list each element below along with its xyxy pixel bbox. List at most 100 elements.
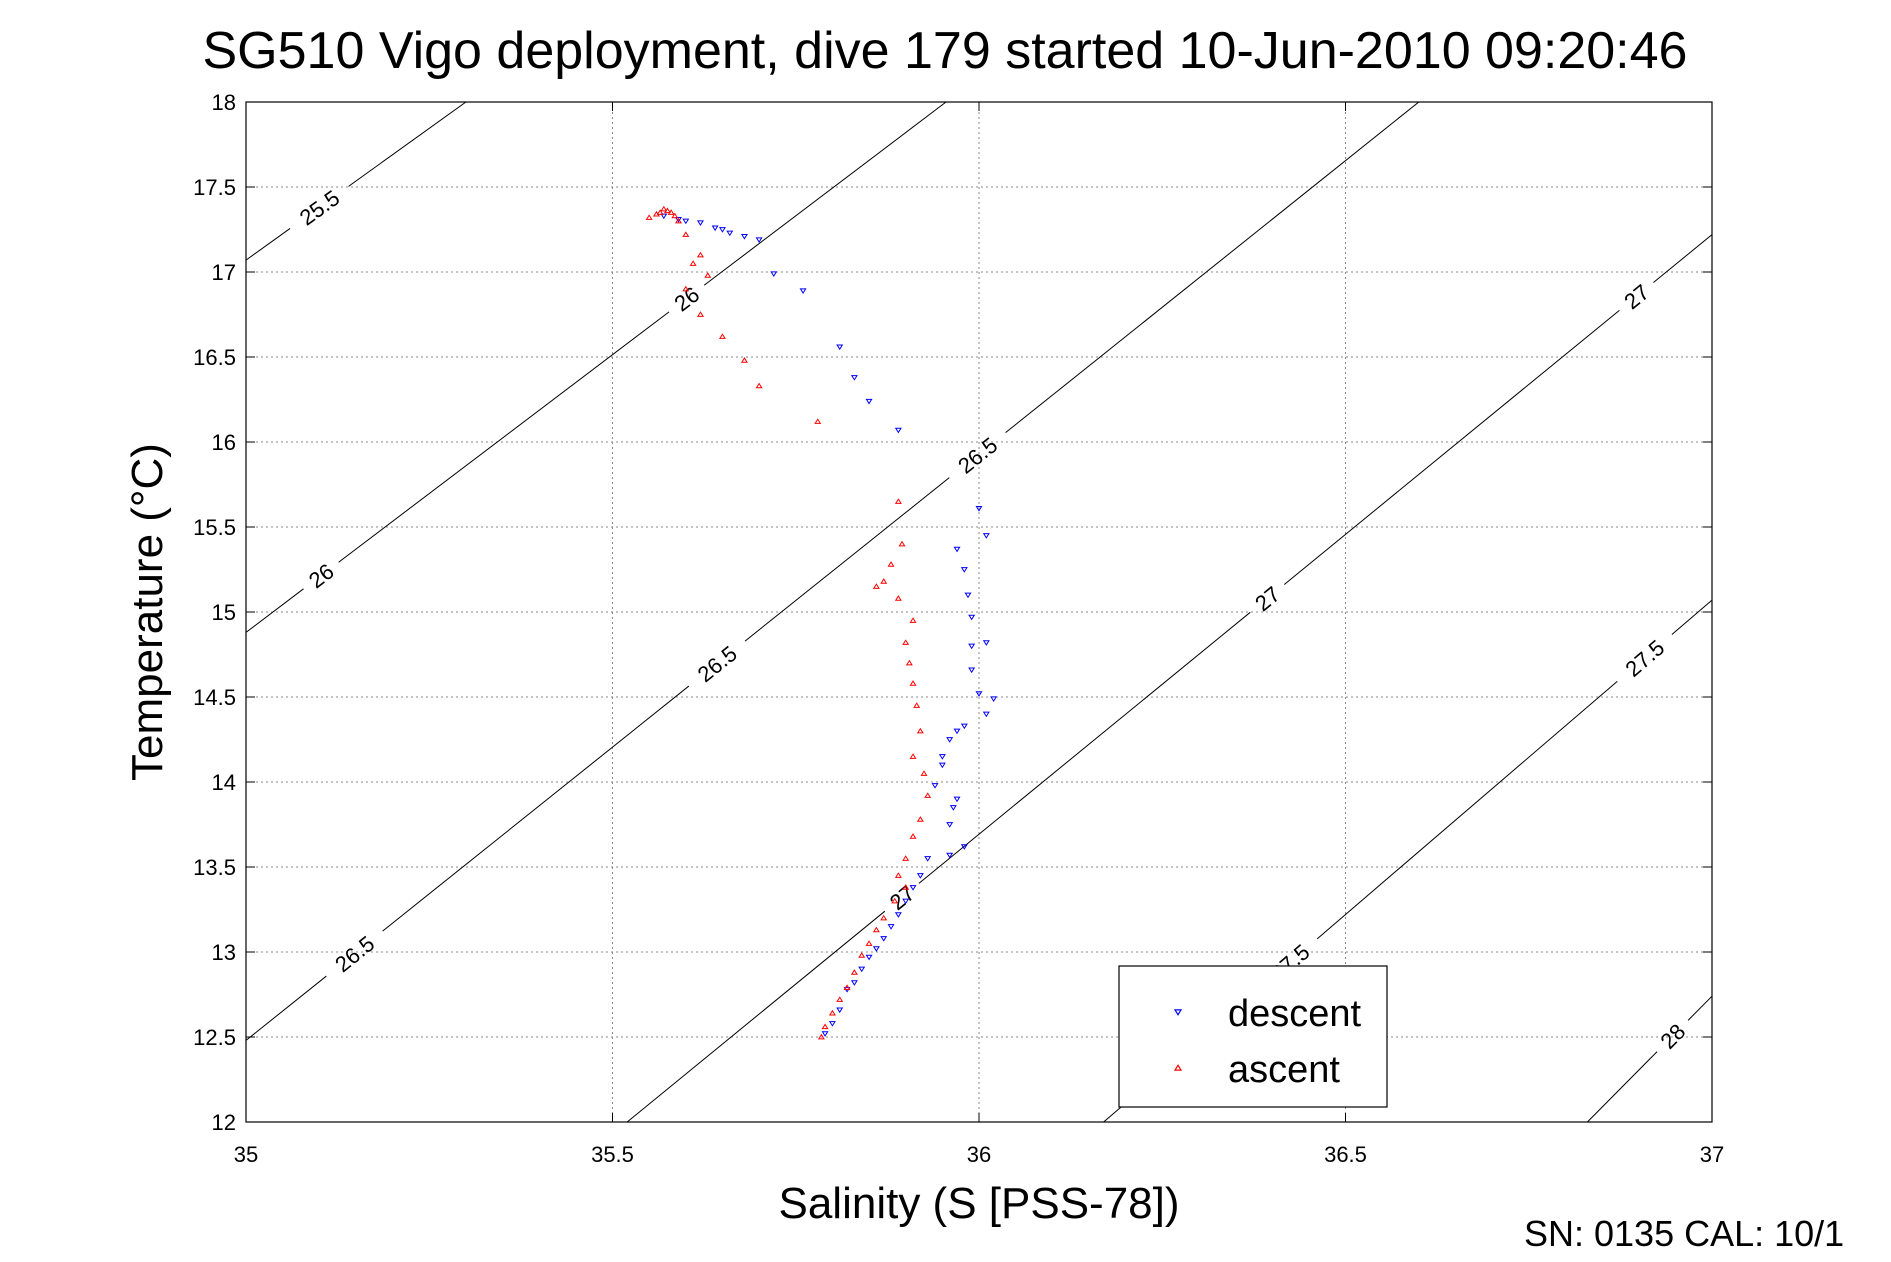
descent-point (872, 946, 880, 952)
descent-point (894, 427, 902, 434)
descent-point (990, 696, 998, 702)
density-contour-line (382, 685, 690, 932)
y-tick-label: 15.5 (193, 515, 236, 540)
ascent-point (894, 595, 902, 601)
ascent-point (850, 969, 858, 975)
ascent-point (865, 940, 873, 946)
ascent-point (817, 1033, 825, 1040)
density-contour-line (1316, 680, 1618, 940)
ascent-point (704, 272, 712, 278)
descent-point (968, 643, 976, 650)
ascent-point (858, 952, 866, 958)
density-contour-label: 25.5 (295, 185, 344, 230)
density-contour-label: 26 (304, 559, 339, 594)
ascent-point (880, 578, 888, 584)
descent-point (946, 737, 954, 743)
grid-lines (246, 102, 1712, 1122)
descent-point (828, 1021, 836, 1027)
y-tick-label: 16.5 (193, 345, 236, 370)
ascent-point (674, 217, 682, 224)
descent-point (821, 1031, 829, 1037)
density-contour-line (1653, 234, 1713, 283)
ascent-point (909, 833, 917, 839)
y-tick-label: 18 (212, 90, 236, 115)
density-contour-line (245, 975, 327, 1041)
descent-point (770, 271, 778, 277)
ascent-point (924, 792, 932, 798)
descent-point (887, 924, 895, 930)
density-contour-label: 26.5 (330, 931, 379, 977)
ascent-point (894, 872, 902, 878)
chart-title: SG510 Vigo deployment, dive 179 started … (203, 22, 1688, 80)
descent-point (909, 885, 917, 891)
density-contour-label: 26.5 (953, 432, 1002, 478)
legend-marker-descent (1173, 1009, 1183, 1016)
ascent-point (828, 1009, 836, 1016)
y-tick-label: 12 (212, 1110, 236, 1135)
ascent-point (902, 639, 910, 645)
legend: descent ascent (1118, 965, 1388, 1108)
descent-point (799, 288, 807, 294)
x-tick-label: 35 (234, 1142, 258, 1167)
ascent-point (689, 260, 697, 266)
ascent-point (905, 659, 913, 666)
y-tick-label: 13.5 (193, 855, 236, 880)
ascent-point (660, 205, 668, 212)
ascent-point (920, 770, 928, 776)
descent-point (850, 980, 858, 986)
density-contour-label: 27 (1619, 279, 1654, 314)
ascent-point (898, 540, 906, 547)
ascent-point (872, 926, 880, 933)
descent-point (836, 344, 844, 351)
ascent-point (682, 285, 690, 292)
descent-point (982, 711, 990, 718)
ascent-point (909, 617, 917, 623)
density-contour-line (918, 611, 1251, 884)
descent-point (946, 822, 954, 828)
x-tick-label: 35.5 (591, 1142, 634, 1167)
descent-point (949, 805, 957, 811)
descent-point (660, 213, 668, 220)
ascent-point (718, 333, 726, 339)
density-contour-line (245, 588, 304, 633)
y-tick-label: 17.5 (193, 175, 236, 200)
descent-point (953, 796, 961, 803)
descent-point (968, 667, 976, 674)
ascent-point (755, 382, 763, 389)
descent-point (902, 898, 910, 905)
legend-label-descent: descent (1228, 993, 1362, 1035)
x-tick-label: 37 (1700, 1142, 1724, 1167)
ascent-point (913, 702, 921, 708)
density-contour-label: 27 (1250, 581, 1285, 616)
density-contour-label: 28 (1655, 1019, 1690, 1054)
ascent-point (663, 207, 671, 214)
ascent-point (740, 357, 748, 363)
descent-point (924, 856, 932, 862)
ascent-point (894, 498, 902, 504)
y-tick-label: 17 (212, 260, 236, 285)
descent-point (718, 227, 726, 233)
density-contour-line (1005, 101, 1420, 434)
legend-marker-ascent (1173, 1064, 1183, 1071)
density-contour-line (626, 910, 886, 1123)
y-tick-label: 14 (212, 770, 236, 795)
ascent-point (909, 753, 917, 759)
density-contour-label: 26.5 (693, 641, 742, 687)
descent-point (836, 1007, 844, 1014)
ascent-point (696, 251, 704, 258)
descent-point (953, 546, 961, 553)
density-contour-line (245, 228, 291, 261)
descent-point (975, 505, 983, 512)
density-contour-line (338, 311, 670, 563)
ascent-point (909, 680, 917, 686)
ascent-point (814, 418, 822, 424)
ascent-point (843, 984, 851, 991)
ascent-point (902, 855, 910, 861)
ascent-point (645, 214, 653, 220)
density-contour-label: 26 (670, 282, 705, 317)
ascent-point (872, 583, 880, 589)
legend-label-ascent: ascent (1228, 1049, 1340, 1091)
y-tick-label: 13 (212, 940, 236, 965)
descent-point (865, 398, 873, 405)
density-contour-label: 27.5 (1621, 635, 1670, 682)
